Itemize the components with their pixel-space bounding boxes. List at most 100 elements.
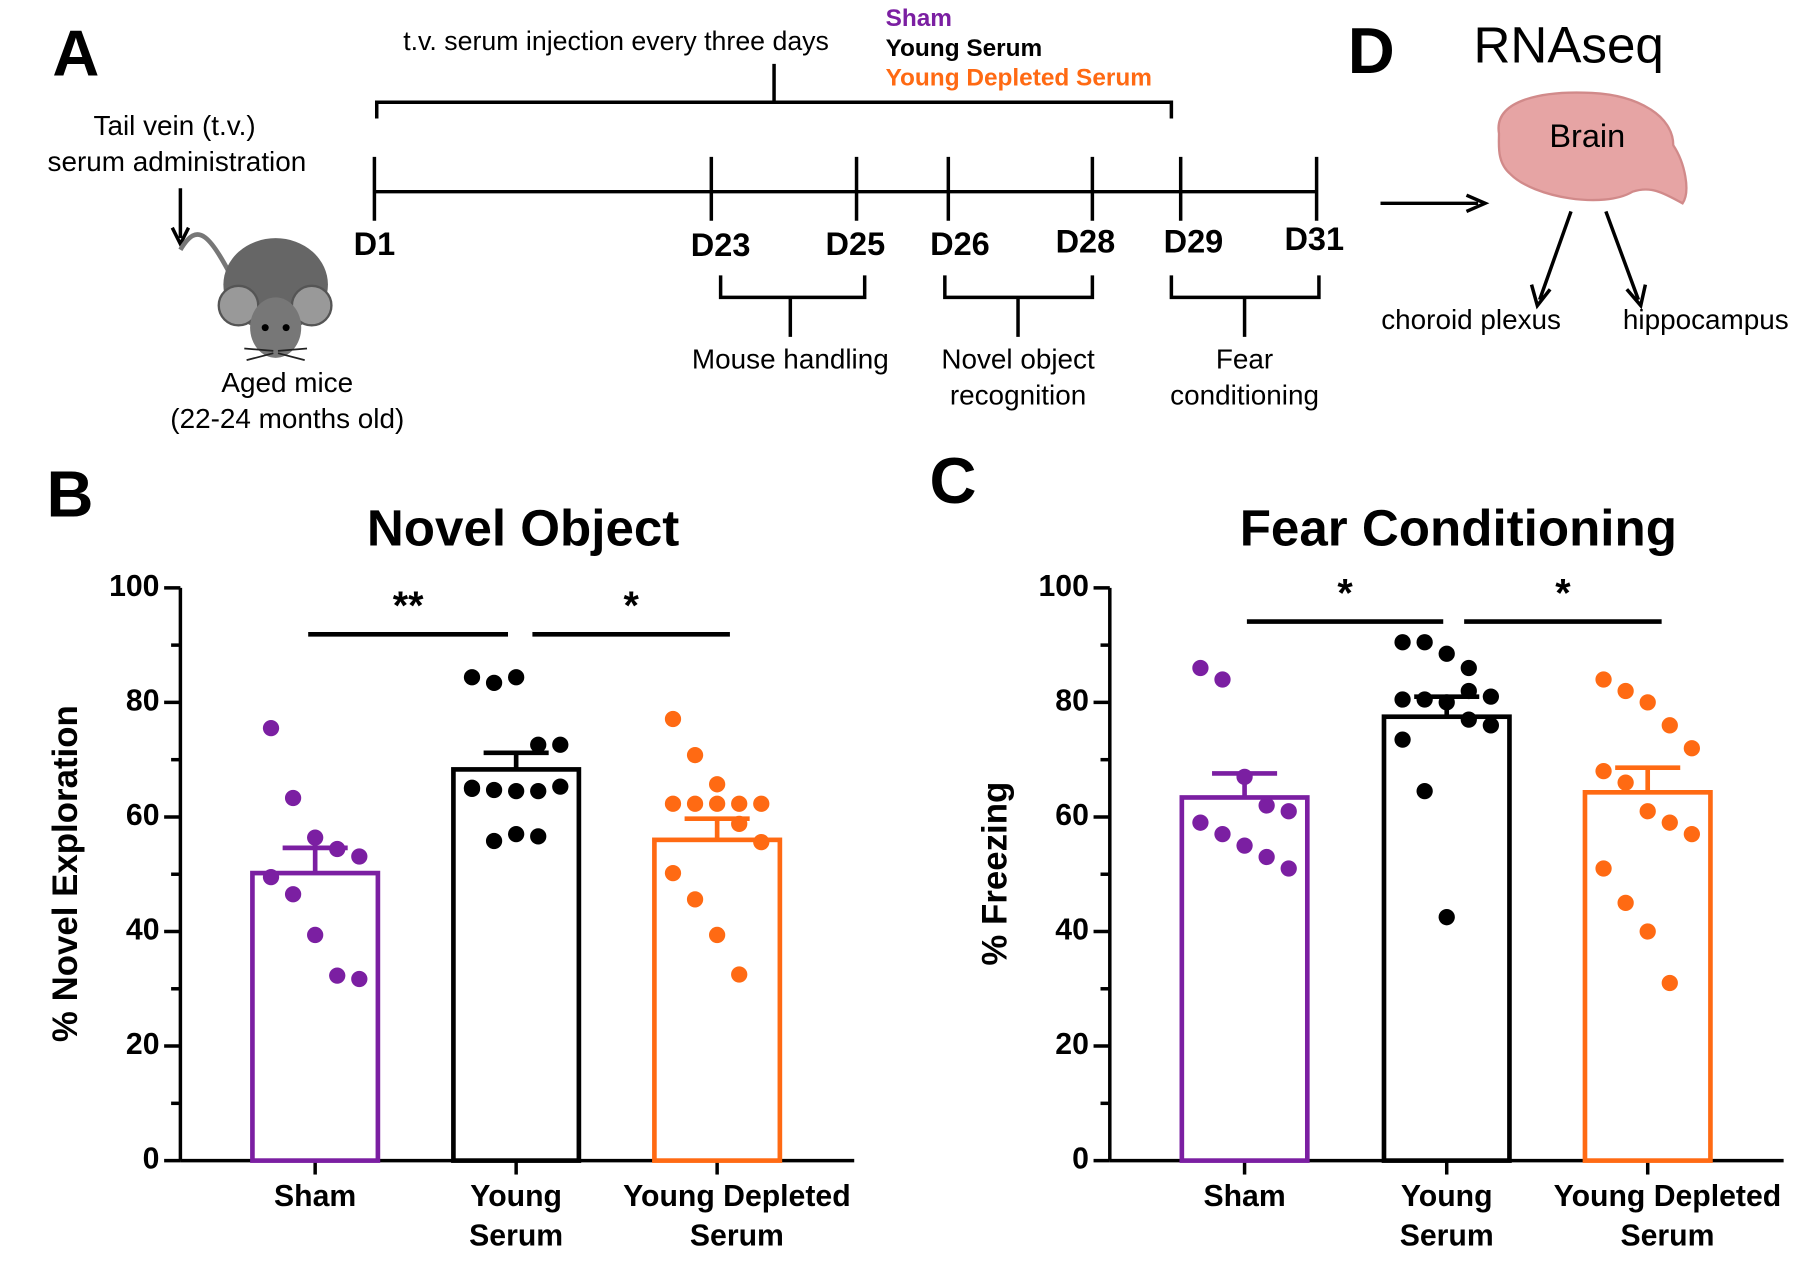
significance-label: * (1337, 571, 1353, 615)
data-point (1683, 740, 1700, 757)
data-point (1280, 860, 1297, 877)
data-point (1639, 923, 1656, 940)
phase-label: Fear (1216, 344, 1273, 375)
data-point (1460, 711, 1477, 728)
data-point (753, 795, 770, 812)
phase-brace (943, 275, 1095, 337)
data-point (530, 783, 547, 800)
y-tick-label: 60 (1055, 799, 1089, 832)
phase-label: conditioning (1170, 380, 1319, 411)
data-point (329, 840, 346, 858)
y-tick-label: 60 (126, 799, 160, 832)
y-axis-label: % Freezing (975, 782, 1014, 966)
data-point (1639, 694, 1656, 711)
data-point (307, 829, 324, 846)
group-label: Young Depleted Serum (886, 64, 1152, 91)
data-point (1595, 671, 1612, 688)
data-point (1394, 691, 1411, 708)
significance-label: * (623, 584, 639, 628)
brain-icon (1497, 91, 1688, 205)
data-point (1214, 671, 1231, 688)
data-point (1258, 797, 1275, 814)
y-tick-label: 100 (109, 570, 159, 603)
data-point (664, 864, 682, 882)
day-label: D28 (1056, 224, 1116, 260)
data-point (709, 795, 726, 812)
data-point (1236, 837, 1253, 854)
data-point (1280, 803, 1297, 820)
x-tick-label: Serum (1400, 1219, 1494, 1252)
phase-brace (718, 275, 867, 337)
data-point (731, 966, 748, 983)
data-point (351, 970, 368, 988)
y-tick-label: 20 (126, 1028, 160, 1061)
data-point (530, 828, 547, 845)
data-point (686, 746, 704, 764)
panel-label: B (47, 458, 94, 531)
bar (652, 837, 783, 1163)
y-tick-label: 0 (1072, 1143, 1089, 1176)
arrow (1380, 193, 1490, 214)
data-point (1617, 682, 1634, 700)
x-tick-label: Young (470, 1180, 562, 1213)
x-tick-label: Young Depleted (623, 1180, 851, 1213)
data-point (1460, 659, 1477, 677)
data-point (686, 795, 704, 812)
data-point (485, 674, 503, 692)
y-tick-label: 40 (1055, 913, 1089, 946)
injection-brace (374, 63, 1174, 119)
data-point (508, 826, 525, 843)
phase-label: recognition (950, 380, 1086, 411)
data-point (552, 736, 569, 753)
group-label: Sham (886, 5, 952, 32)
day-label: D26 (930, 226, 990, 262)
panel-label: C (929, 444, 976, 517)
y-tick-label: 0 (143, 1143, 160, 1176)
data-point (1438, 694, 1455, 711)
day-label: D1 (354, 226, 396, 262)
day-label: D31 (1284, 221, 1344, 257)
day-label: D29 (1164, 224, 1224, 260)
data-point (1214, 826, 1231, 843)
data-point (709, 926, 726, 944)
data-point (307, 926, 324, 944)
data-point (1595, 860, 1612, 877)
y-tick-label: 100 (1039, 570, 1089, 603)
chart-title: Fear Conditioning (1240, 500, 1677, 557)
y-tick-label: 80 (1055, 684, 1089, 717)
admin-label: serum administration (48, 146, 307, 177)
data-point (1617, 894, 1634, 911)
chart-title: Novel Object (367, 500, 679, 557)
data-point (508, 783, 525, 800)
subject-label: Aged mice (221, 367, 353, 398)
data-point (1617, 774, 1634, 791)
data-point (262, 868, 280, 886)
rnaseq-title: RNAseq (1474, 16, 1664, 73)
data-point (731, 815, 748, 832)
y-tick-label: 20 (1055, 1028, 1089, 1061)
x-tick-label: Serum (690, 1219, 784, 1252)
error-bar (483, 750, 549, 770)
data-point (552, 778, 569, 795)
data-point (1192, 814, 1209, 831)
data-point (1482, 688, 1499, 705)
bar (1381, 714, 1512, 1163)
subject-label: (22-24 months old) (170, 403, 404, 434)
data-point (463, 669, 481, 686)
timeline-shapes (170, 63, 1648, 337)
arrow (1604, 210, 1648, 310)
data-point (1661, 717, 1678, 734)
y-tick-label: 40 (126, 913, 160, 946)
data-point (284, 886, 302, 903)
data-point (1595, 763, 1612, 780)
data-point (1460, 682, 1477, 700)
data-point (1394, 634, 1411, 651)
data-point (1438, 645, 1455, 662)
bar (250, 870, 381, 1163)
bar (1582, 790, 1713, 1163)
y-axis-label: % Novel Exploration (46, 705, 85, 1042)
data-point (664, 710, 682, 728)
data-point (351, 848, 368, 865)
data-point (1639, 803, 1656, 820)
data-point (329, 967, 346, 984)
